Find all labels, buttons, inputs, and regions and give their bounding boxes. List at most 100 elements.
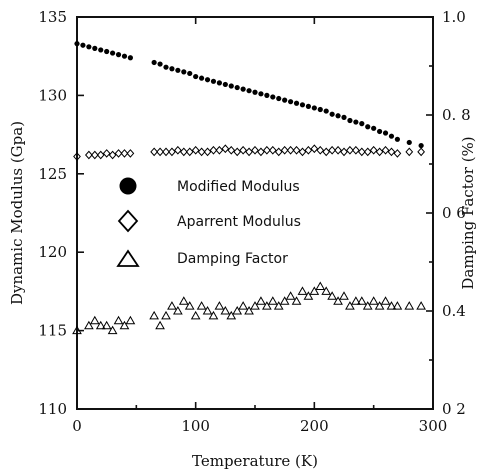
point-damping-factor xyxy=(351,296,361,305)
point-aparrent-modulus xyxy=(215,145,224,155)
point-damping-factor xyxy=(404,301,415,310)
point-modified-modulus xyxy=(305,103,311,109)
point-modified-modulus xyxy=(175,67,181,73)
point-modified-modulus xyxy=(222,81,228,88)
point-aparrent-modulus xyxy=(322,147,331,157)
point-damping-factor xyxy=(161,310,171,320)
point-modified-modulus xyxy=(187,70,193,77)
point-damping-factor xyxy=(256,296,266,305)
point-modified-modulus xyxy=(329,111,335,117)
y2-tick-label: 0.4 xyxy=(442,302,466,320)
point-aparrent-modulus xyxy=(108,150,117,160)
point-modified-modulus xyxy=(288,99,294,105)
point-aparrent-modulus xyxy=(274,147,283,157)
point-modified-modulus xyxy=(276,95,282,102)
y2-tick-label: 0 2 xyxy=(442,400,466,418)
point-modified-modulus xyxy=(353,119,359,125)
point-damping-factor xyxy=(392,301,403,310)
point-damping-factor xyxy=(232,305,243,315)
point-aparrent-modulus xyxy=(120,149,129,158)
point-aparrent-modulus xyxy=(387,147,396,157)
point-damping-factor xyxy=(279,296,290,305)
point-aparrent-modulus xyxy=(191,145,200,155)
point-modified-modulus xyxy=(377,128,383,135)
point-aparrent-modulus xyxy=(316,145,325,155)
series-damping-factor xyxy=(72,281,426,335)
point-modified-modulus xyxy=(418,142,424,149)
point-modified-modulus xyxy=(252,89,258,95)
x-axis-title: Temperature (K) xyxy=(192,452,318,470)
point-aparrent-modulus xyxy=(375,147,384,157)
legend-filled-circle-icon xyxy=(119,177,137,195)
point-damping-factor xyxy=(220,305,231,315)
point-aparrent-modulus xyxy=(114,149,123,158)
point-modified-modulus xyxy=(104,48,110,55)
point-damping-factor xyxy=(273,301,284,310)
point-modified-modulus xyxy=(92,45,98,51)
point-damping-factor xyxy=(362,301,373,310)
point-damping-factor xyxy=(238,301,248,310)
point-damping-factor xyxy=(107,325,118,335)
point-aparrent-modulus xyxy=(393,149,402,158)
point-aparrent-modulus xyxy=(197,147,206,157)
point-modified-modulus xyxy=(228,83,234,89)
point-damping-factor xyxy=(167,301,177,310)
point-modified-modulus xyxy=(234,84,240,91)
legend-entry-damping-factor: Damping Factor xyxy=(116,249,288,267)
point-damping-factor xyxy=(155,320,165,330)
point-damping-factor xyxy=(416,301,426,310)
axis-ticks xyxy=(76,16,434,410)
x-tick-label: 100 xyxy=(181,417,210,435)
point-aparrent-modulus xyxy=(328,145,337,155)
point-aparrent-modulus xyxy=(257,147,265,157)
point-damping-factor xyxy=(309,286,320,295)
point-damping-factor xyxy=(190,310,201,320)
x-tick-label: 0 xyxy=(72,417,82,435)
point-modified-modulus xyxy=(382,130,389,136)
point-aparrent-modulus xyxy=(84,150,93,160)
point-aparrent-modulus xyxy=(334,145,342,155)
point-modified-modulus xyxy=(151,59,157,66)
point-aparrent-modulus xyxy=(233,147,242,157)
series-aparrent-modulus xyxy=(73,144,426,161)
point-modified-modulus xyxy=(181,69,187,75)
y-tick-label: 120 xyxy=(38,243,67,261)
y2-tick-label: 0. 8 xyxy=(442,106,471,124)
series-modified-modulus xyxy=(74,41,424,149)
point-damping-factor xyxy=(244,305,254,315)
point-aparrent-modulus xyxy=(156,147,164,157)
point-damping-factor xyxy=(173,305,183,315)
point-damping-factor xyxy=(291,296,302,305)
y2-tick-label: 0 6 xyxy=(442,204,466,222)
x-tick-label: 300 xyxy=(419,417,448,435)
y-tick-label: 115 xyxy=(38,322,67,340)
y-tick-label: 135 xyxy=(38,8,67,26)
legend-open-triangle-icon xyxy=(116,249,140,267)
point-modified-modulus xyxy=(347,117,353,124)
point-damping-factor xyxy=(208,310,219,320)
point-aparrent-modulus xyxy=(298,147,307,157)
point-damping-factor xyxy=(327,291,337,300)
point-modified-modulus xyxy=(394,136,400,142)
point-modified-modulus xyxy=(127,55,133,61)
point-modified-modulus xyxy=(311,105,317,111)
point-modified-modulus xyxy=(270,94,276,100)
y2-tick-label: 1.0 xyxy=(442,8,466,26)
point-aparrent-modulus xyxy=(280,145,289,155)
point-damping-factor xyxy=(89,315,100,325)
point-aparrent-modulus xyxy=(304,145,313,155)
point-damping-factor xyxy=(250,301,260,310)
point-aparrent-modulus xyxy=(363,147,372,157)
point-damping-factor xyxy=(101,320,112,330)
point-damping-factor xyxy=(202,305,213,315)
point-damping-factor xyxy=(297,286,308,295)
y-axis-title: Dynamic Modulus (Gpa) xyxy=(8,121,26,305)
point-modified-modulus xyxy=(210,78,217,84)
point-damping-factor xyxy=(356,296,367,305)
point-modified-modulus xyxy=(157,61,163,67)
point-damping-factor xyxy=(95,320,106,330)
x-tick-label: 200 xyxy=(300,417,329,435)
point-modified-modulus xyxy=(258,91,264,97)
point-damping-factor xyxy=(368,296,379,305)
point-modified-modulus xyxy=(293,100,300,106)
